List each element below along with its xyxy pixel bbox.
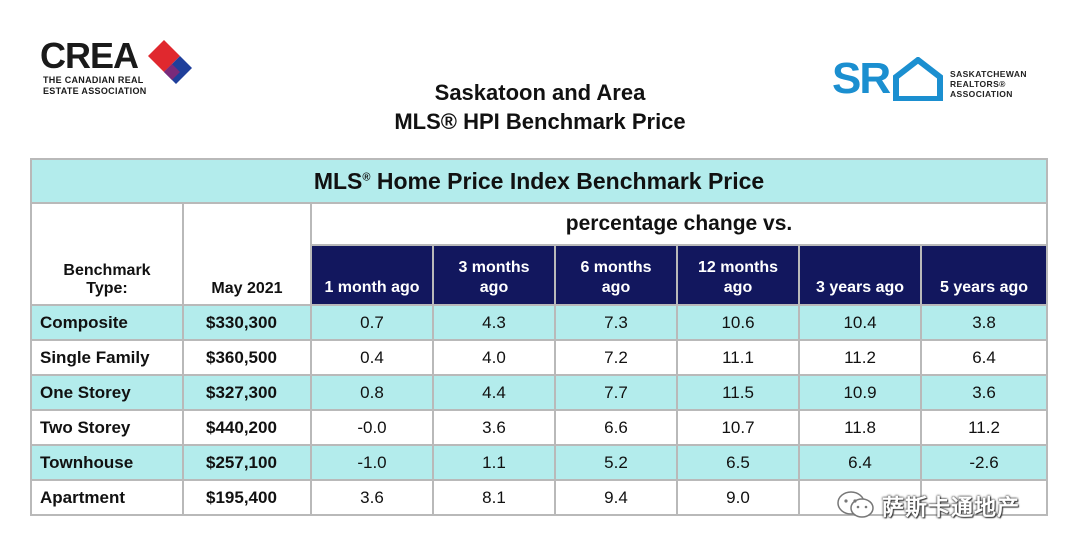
house-icon: [893, 57, 943, 101]
title-line-1: Saskatoon and Area: [434, 80, 646, 105]
pct-change-cell: 4.4: [432, 374, 556, 411]
banner-suffix: Home Price Index Benchmark Price: [370, 167, 765, 194]
benchmark-type-cell: Apartment: [30, 479, 184, 516]
pct-change-cell: 7.2: [554, 339, 678, 376]
benchmark-price-cell: $440,200: [182, 409, 312, 446]
pct-change-cell: 7.7: [554, 374, 678, 411]
crea-diamond-icon: [148, 40, 192, 84]
pct-change-cell: -0.0: [310, 409, 434, 446]
crea-logo: CREA THE CANADIAN REAL ESTATE ASSOCIATIO…: [40, 38, 200, 98]
sra-logo: SR SASKATCHEWAN REALTORS® ASSOCIATION: [832, 55, 1042, 105]
col-header-pct-0: 1 month ago: [310, 244, 434, 306]
pct-change-cell: 9.4: [554, 479, 678, 516]
col-header-pct-1: 3 months ago: [432, 244, 556, 306]
col-header-pct-line2: 5 years ago: [939, 279, 1029, 296]
pct-change-cell: -1.0: [310, 444, 434, 481]
col-header-pct-line1: 3 months: [458, 259, 530, 276]
watermark-text: 萨斯卡通地产: [882, 495, 1021, 520]
pct-change-cell: 7.3: [554, 304, 678, 341]
page-title: Saskatoon and Area MLS® HPI Benchmark Pr…: [0, 78, 1080, 136]
pct-change-cell: 6.4: [798, 444, 922, 481]
table-row: Composite $330,300 0.7 4.3 7.3 10.6 10.4 3.8: [30, 304, 1049, 341]
table-row: Two Storey $440,200 -0.0 3.6 6.6 10.7 11.8 11.2: [30, 409, 1049, 446]
pct-change-cell: 8.1: [432, 479, 556, 516]
pct-change-cell: 1.1: [432, 444, 556, 481]
pct-change-cell: 3.8: [919, 304, 1049, 341]
benchmark-type-cell: Townhouse: [30, 444, 184, 481]
col-header-pct-line2: ago: [723, 279, 753, 296]
col-header-pct-line1: 6 months: [580, 259, 652, 276]
col-header-type: Benchmark Type:: [30, 202, 184, 306]
pct-change-cell: 0.8: [310, 374, 434, 411]
crea-subtitle: THE CANADIAN REAL ESTATE ASSOCIATION: [43, 75, 147, 97]
col-header-pct-line2: 3 years ago: [815, 279, 905, 296]
pct-change-cell: 10.7: [676, 409, 800, 446]
pct-change-cell: 0.7: [310, 304, 434, 341]
benchmark-type-cell: One Storey: [30, 374, 184, 411]
col-header-pct-5: 5 years ago: [919, 244, 1049, 306]
sra-text-line3: ASSOCIATION: [950, 89, 1013, 99]
crea-subtitle-line1: THE CANADIAN REAL: [43, 75, 144, 85]
col-header-pct-line2: ago: [601, 279, 631, 296]
pct-change-cell: 4.0: [432, 339, 556, 376]
hpi-table: MLS® Home Price Index Benchmark Price Be…: [29, 158, 1049, 516]
crea-wordmark: CREA: [40, 35, 139, 76]
pct-change-cell: 11.2: [919, 409, 1049, 446]
pct-change-cell: 5.2: [554, 444, 678, 481]
col-header-price: May 2021: [182, 202, 312, 306]
col-type-line1: Benchmark: [63, 262, 151, 279]
table-row: Townhouse $257,100 -1.0 1.1 5.2 6.5 6.4 -2.6: [30, 444, 1049, 481]
pct-change-cell: 10.4: [798, 304, 922, 341]
wechat-icon: [837, 491, 874, 518]
crea-subtitle-line2: ESTATE ASSOCIATION: [43, 86, 147, 96]
pct-change-cell: 11.8: [798, 409, 922, 446]
col-header-pct-4: 3 years ago: [798, 244, 922, 306]
pct-change-heading: percentage change vs.: [309, 202, 1049, 246]
benchmark-price-cell: $327,300: [182, 374, 312, 411]
benchmark-price-cell: $257,100: [182, 444, 312, 481]
col-header-pct-3: 12 months ago: [676, 244, 800, 306]
benchmark-price-cell: $195,400: [182, 479, 312, 516]
table-banner: MLS® Home Price Index Benchmark Price: [29, 158, 1049, 204]
watermark: 萨斯卡通地产: [836, 488, 1051, 522]
table-row: One Storey $327,300 0.8 4.4 7.7 11.5 10.9 3.6: [30, 374, 1049, 411]
benchmark-price-cell: $330,300: [182, 304, 312, 341]
pct-change-cell: 11.1: [676, 339, 800, 376]
sra-text-line1: SASKATCHEWAN: [950, 69, 1027, 79]
banner-sup: ®: [362, 170, 371, 183]
col-header-pct-line2: ago: [479, 279, 509, 296]
pct-change-cell: 0.4: [310, 339, 434, 376]
pct-change-cell: 6.6: [554, 409, 678, 446]
pct-change-cell: 6.4: [919, 339, 1049, 376]
col-header-pct-line2: 1 month ago: [324, 279, 420, 296]
pct-change-cell: 11.2: [798, 339, 922, 376]
title-line-2: MLS® HPI Benchmark Price: [394, 109, 686, 134]
sra-wordmark: SR: [832, 54, 891, 103]
pct-change-cell: -2.6: [919, 444, 1049, 481]
pct-change-cell: 3.6: [432, 409, 556, 446]
col-header-pct-line1: 12 months: [697, 259, 778, 276]
sra-text-line2: REALTORS®: [950, 79, 1006, 89]
pct-change-cell: 4.3: [432, 304, 556, 341]
sra-text: SASKATCHEWAN REALTORS® ASSOCIATION: [950, 69, 1027, 99]
pct-change-cell: 10.9: [798, 374, 922, 411]
benchmark-price-cell: $360,500: [182, 339, 312, 376]
col-type-line2: Type:: [86, 280, 128, 297]
col-header-pct-2: 6 months ago: [554, 244, 678, 306]
banner-prefix: MLS: [313, 167, 363, 194]
pct-change-cell: 9.0: [676, 479, 800, 516]
table-row: Single Family $360,500 0.4 4.0 7.2 11.1 11.2 6.…: [30, 339, 1049, 376]
benchmark-type-cell: Composite: [30, 304, 184, 341]
pct-change-cell: 11.5: [676, 374, 800, 411]
pct-change-cell: 3.6: [919, 374, 1049, 411]
benchmark-type-cell: Two Storey: [30, 409, 184, 446]
pct-change-cell: 10.6: [676, 304, 800, 341]
pct-change-cell: 6.5: [676, 444, 800, 481]
benchmark-type-cell: Single Family: [30, 339, 184, 376]
pct-change-cell: 3.6: [310, 479, 434, 516]
pct-change-cell: [919, 479, 1049, 516]
